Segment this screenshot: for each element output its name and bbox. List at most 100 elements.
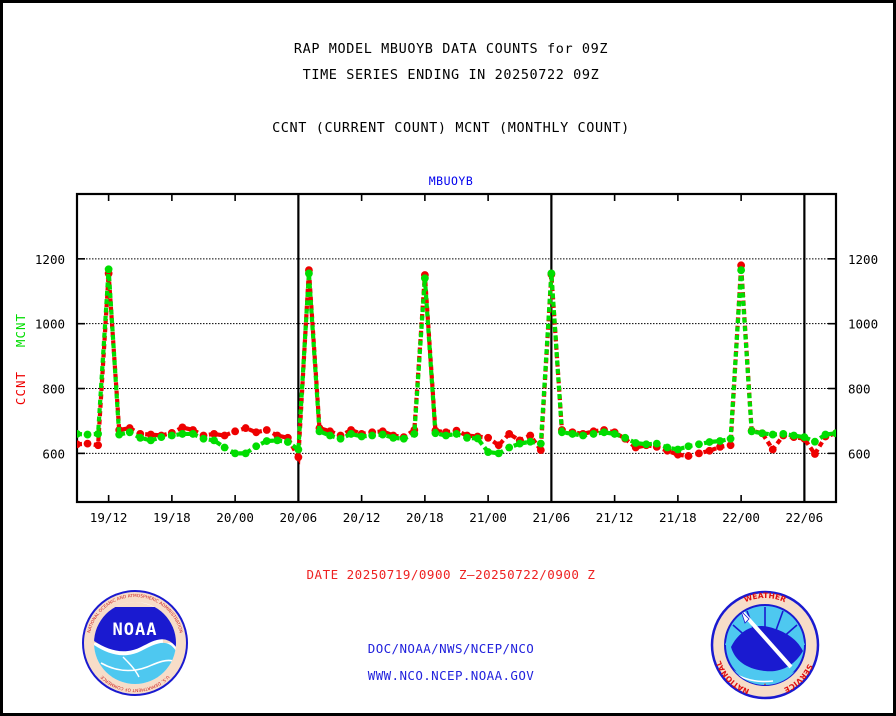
data-point [526, 437, 535, 446]
xtick-label: 19/12 [90, 510, 128, 525]
data-point [716, 437, 724, 445]
data-point [262, 426, 271, 434]
data-point [368, 431, 377, 440]
data-point [779, 430, 788, 438]
svg-text:WEATHER: WEATHER [743, 591, 788, 604]
data-point [157, 433, 166, 442]
data-point [252, 442, 261, 451]
data-point [568, 430, 577, 438]
data-point [452, 430, 461, 438]
data-point [167, 431, 176, 440]
website-link[interactable]: WWW.NCO.NCEP.NOAA.GOV [367, 668, 535, 683]
ytick-label-right: 800 [848, 382, 871, 397]
data-point [231, 427, 240, 436]
data-point [473, 434, 482, 443]
data-point [77, 440, 81, 449]
data-point [146, 436, 155, 445]
data-point [378, 430, 387, 439]
data-point [726, 441, 735, 450]
data-point [220, 431, 229, 440]
data-point [241, 449, 250, 458]
data-point [484, 433, 493, 442]
data-point [189, 430, 197, 438]
data-point [283, 438, 292, 446]
data-point [726, 434, 735, 443]
data-point [684, 452, 693, 460]
data-point [768, 430, 777, 439]
data-point [684, 442, 693, 451]
data-point [273, 436, 282, 445]
data-point [125, 428, 134, 437]
data-point [115, 430, 124, 439]
data-point [758, 429, 767, 438]
ytick-label-left: 800 [42, 382, 65, 397]
y-axis-label-ccnt: CCNT [13, 371, 28, 405]
footer-links: DOC/NOAA/NWS/NCEP/NCO WWW.NCO.NCEP.NOAA.… [3, 635, 893, 689]
data-point [220, 443, 229, 452]
org-text: DOC/NOAA/NWS/NCEP/NCO [367, 641, 535, 656]
xtick-label: 20/06 [280, 510, 318, 525]
data-point [558, 428, 566, 437]
data-point [600, 428, 608, 437]
data-point [347, 430, 355, 438]
data-point [94, 441, 102, 450]
ytick-label-right: 600 [848, 446, 871, 461]
data-point [294, 445, 303, 454]
data-point [199, 434, 208, 443]
title-line-2: TIME SERIES ENDING IN 20250722 09Z [302, 67, 600, 83]
data-point [210, 430, 218, 438]
ytick-label-left: 600 [42, 446, 65, 461]
xtick-label: 21/12 [596, 510, 634, 525]
date-range-text: DATE 20250719/0900 Z–20250722/0900 Z [306, 567, 596, 582]
data-point [526, 431, 535, 440]
data-point [431, 429, 440, 438]
data-point [547, 269, 556, 278]
xtick-label: 20/00 [216, 510, 254, 525]
data-point [695, 449, 703, 458]
data-point [811, 437, 819, 446]
data-point [832, 429, 836, 438]
xtick-label: 21/18 [659, 510, 697, 525]
data-point [589, 430, 598, 438]
data-point [294, 453, 303, 462]
data-point [241, 424, 250, 432]
xtick-label: 21/00 [469, 510, 507, 525]
noaa-logo: NOAA NATIONAL OCEANIC AND ATMOSPHERIC AD… [82, 590, 188, 696]
data-point [579, 431, 587, 440]
title-line-3: CCNT (CURRENT COUNT) MCNT (MONTHLY COUNT… [272, 120, 630, 136]
data-point [536, 439, 545, 448]
svg-text:NOAA: NOAA [113, 620, 158, 640]
series-mcnt [77, 265, 836, 458]
nws-logo: WEATHER SERVICE NATIONAL [710, 590, 820, 700]
xtick-label: 20/18 [406, 510, 444, 525]
data-point [326, 431, 334, 440]
data-point [536, 446, 545, 455]
data-point [494, 441, 503, 450]
data-point [515, 439, 524, 448]
title-line-1: RAP MODEL MBUOYB DATA COUNTS for 09Z [293, 41, 609, 57]
data-point [136, 433, 145, 442]
data-point [104, 265, 113, 274]
data-point [652, 439, 661, 448]
data-point [399, 434, 408, 443]
data-point [178, 423, 187, 432]
ytick-label-left: 1200 [35, 252, 65, 267]
data-point [705, 446, 714, 455]
data-point [83, 439, 92, 448]
data-point [463, 433, 471, 442]
data-point [610, 430, 619, 438]
data-point [94, 430, 102, 438]
ytick-label-right: 1200 [848, 252, 878, 267]
data-point [494, 449, 503, 458]
plot-background [77, 194, 836, 502]
data-point [484, 448, 493, 456]
data-point [768, 445, 777, 454]
data-point [800, 433, 809, 442]
data-point [789, 431, 798, 440]
ytick-label-right: 1000 [848, 317, 878, 332]
data-point [146, 430, 155, 439]
plot-caption: MBUOYB [428, 174, 474, 188]
xtick-label: 22/06 [786, 510, 824, 525]
data-point [231, 449, 240, 458]
